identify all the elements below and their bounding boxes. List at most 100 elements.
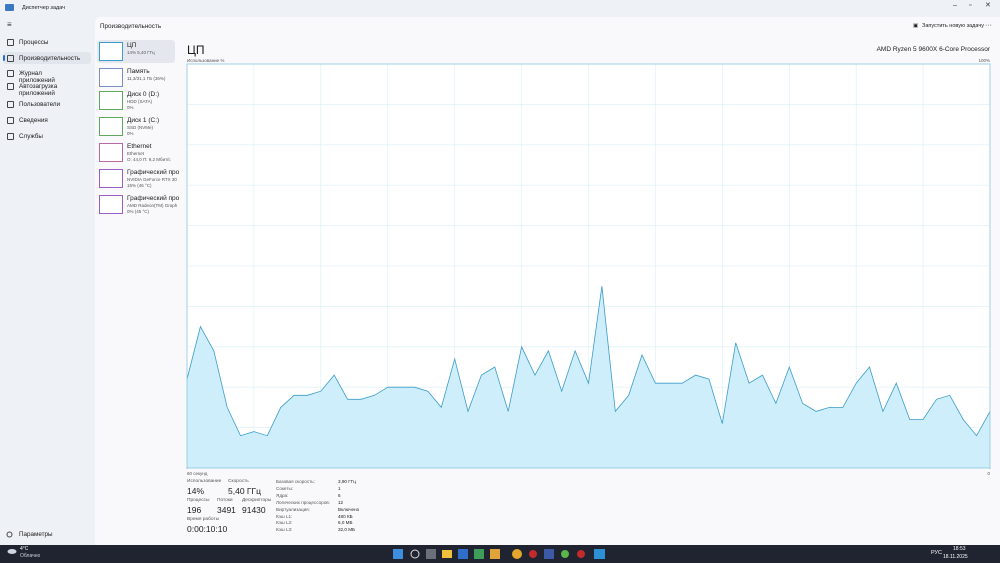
app-icon [5, 4, 14, 11]
nav-icon [7, 133, 14, 140]
nav-item[interactable]: Службы [19, 133, 43, 140]
device-name[interactable]: Графический про [127, 195, 180, 202]
device-thumb [99, 117, 123, 136]
y-tick-label: 100% [978, 58, 990, 63]
spec-value: 12 [338, 499, 344, 505]
device-thumb [99, 42, 123, 61]
nav-icon [7, 39, 14, 46]
stat-label: Время работы [187, 517, 220, 522]
stat-label: Использование [187, 479, 222, 484]
clock-time[interactable]: 18:53 [953, 546, 966, 552]
stat-value: 5,40 ГГц [228, 486, 261, 496]
device-detail: HDD (SATA) [127, 99, 153, 104]
device-detail: SSD (NVMe) [127, 125, 154, 130]
spec-value: 32,0 МБ [338, 527, 356, 533]
device-thumb [99, 91, 123, 110]
device-name[interactable]: Диск 0 (D:) [127, 91, 160, 98]
cpu-area [187, 286, 990, 468]
spec-label: Ядра: [276, 492, 289, 498]
nav-icon [7, 117, 14, 124]
x-tick-label: 60 секунд [187, 471, 208, 476]
device-name[interactable]: Графический про [127, 169, 180, 176]
device-detail: 0% [127, 104, 134, 110]
cpu-chart: Использование % 100% 60 секунд 0 [186, 58, 991, 476]
device-name[interactable]: Память [127, 68, 150, 75]
nav-icon [7, 101, 14, 108]
hamburger[interactable]: ≡ [7, 20, 12, 29]
cpu-title: ЦП [187, 43, 205, 57]
nav-item[interactable]: Сведения [19, 117, 48, 124]
plot-border [186, 63, 991, 469]
spec-value: 480 КБ [338, 513, 353, 519]
spec-label: Виртуализация: [276, 506, 310, 512]
device-thumb [99, 143, 123, 162]
weather-icon [7, 549, 17, 554]
stat-value: 196 [187, 505, 202, 515]
stat-value: 0:00:10:10 [187, 524, 228, 534]
more[interactable]: ··· [985, 22, 992, 29]
device-detail: 0% (45 °C) [127, 208, 150, 214]
close[interactable]: ✕ [985, 2, 991, 9]
stat-value: 91430 [242, 505, 266, 515]
device-name[interactable]: Диск 1 (C:) [127, 117, 160, 124]
nav-indicator [3, 55, 5, 61]
spec-label: Кэш L1: [276, 513, 293, 519]
weather: Облачно [20, 553, 41, 559]
device-name[interactable]: ЦП [127, 42, 137, 49]
nav-item[interactable]: Автозагрузка приложений [19, 83, 58, 97]
nav-item[interactable]: Пользователи [19, 101, 61, 108]
spec-value: 1 [338, 485, 341, 491]
device-detail: 11,3/31,1 ГБ (36%) [127, 76, 166, 81]
language[interactable]: РУС [931, 550, 943, 556]
stat-label: Скорость [228, 479, 249, 484]
nav-icon [7, 83, 14, 90]
device-thumb [99, 68, 123, 87]
spec-label: Кэш L2: [276, 520, 293, 526]
device-detail: О: 44,0 П: 9,2 Мбит/с [127, 156, 171, 162]
nav-selected [3, 52, 91, 64]
nav-icon [7, 55, 14, 62]
clock-date[interactable]: 18.11.2025 [943, 554, 968, 560]
stat-value: 3491 [217, 505, 236, 515]
page-title: Производительность [100, 23, 162, 30]
nav-item[interactable]: Процессы [19, 39, 49, 46]
nav-icon [7, 70, 14, 77]
cpu-line [186, 286, 991, 437]
stat-label: Потоки [217, 498, 233, 503]
stat-value: 14% [187, 486, 205, 496]
window-title: Диспетчер задач [22, 5, 66, 11]
device-thumb [99, 169, 123, 188]
spec-value: Включено [338, 506, 360, 512]
device-detail: AMD Radeon(TM) Graph [127, 203, 178, 208]
spec-label: Кэш L3: [276, 527, 293, 533]
stat-label: Дескрипторы [242, 498, 272, 503]
nav-item[interactable]: Журнал приложений [19, 70, 55, 84]
spec-label: Сокеты: [276, 485, 294, 491]
settings-icon [6, 531, 13, 538]
device-detail: Ethernet [127, 151, 145, 156]
spec-label: Базовая скорость: [276, 479, 315, 484]
run-task-icon: ▣ [913, 23, 919, 29]
minimize[interactable]: – [953, 2, 957, 9]
x-tick-label: 0 [987, 471, 990, 476]
run-new-task[interactable]: Запустить новую задачу [922, 23, 984, 29]
device-detail: 0% [127, 130, 134, 136]
device-thumb [99, 195, 123, 214]
nav-item[interactable]: Производительность [19, 55, 81, 62]
device-detail: 14% 5,40 ГГц [127, 50, 155, 55]
cpu-model: AMD Ryzen 5 9600X 6-Core Processor [876, 46, 990, 53]
spec-value: 6 [338, 492, 341, 498]
device-name[interactable]: Ethernet [127, 143, 152, 150]
device-detail: NVIDIA GeForce RTX 30 [127, 177, 177, 182]
temperature: 4°C [20, 546, 29, 552]
maximize[interactable]: ▫ [969, 2, 972, 9]
nav-settings[interactable]: Параметры [19, 531, 53, 538]
spec-value: 6,0 МБ [338, 520, 353, 526]
spec-label: Логических процессоров: [276, 499, 330, 505]
taskbar-apps[interactable] [390, 547, 610, 561]
stat-label: Процессы [187, 498, 210, 503]
spec-value: 3,90 ГГц [338, 479, 356, 484]
y-axis-label: Использование % [187, 58, 224, 63]
device-detail: 15% (46 °C) [127, 182, 152, 188]
